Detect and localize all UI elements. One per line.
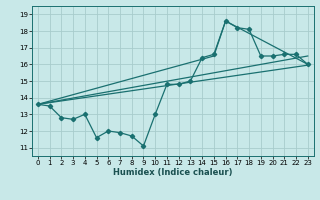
X-axis label: Humidex (Indice chaleur): Humidex (Indice chaleur) [113,168,233,177]
